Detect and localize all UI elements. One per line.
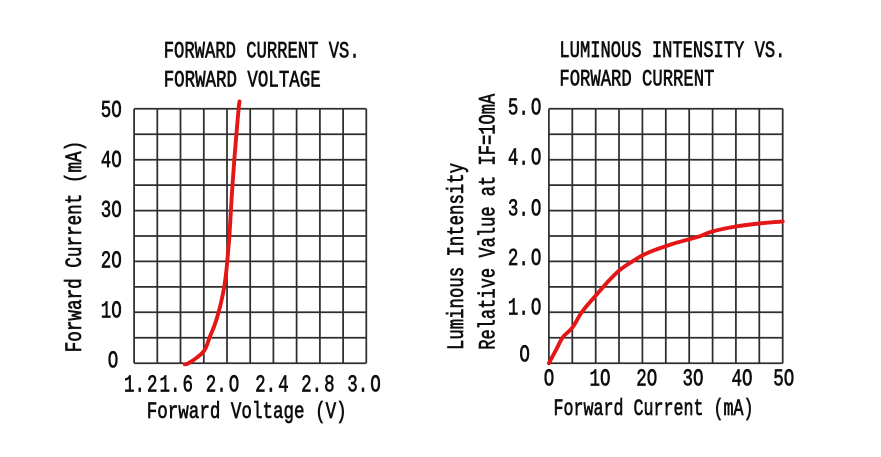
svg-text:6: 6 [183,373,194,400]
svg-text:1O: 1O [101,299,122,326]
svg-text:2.: 2. [301,373,322,400]
svg-text:O: O [531,246,542,273]
svg-text:1.: 1. [508,295,529,322]
svg-text:8: 8 [324,373,335,400]
svg-text:Relative Value at IF=1OmA: Relative Value at IF=1OmA [475,93,502,350]
svg-text:O: O [531,295,542,322]
svg-text:O: O [229,373,240,400]
svg-text:3O: 3O [683,367,704,394]
svg-text:FORWARD VOLTAGE: FORWARD VOLTAGE [164,68,321,95]
svg-text:2O: 2O [101,248,122,275]
svg-text:4.: 4. [508,146,529,173]
svg-text:O: O [544,367,555,394]
svg-text:4: 4 [278,373,289,400]
svg-text:3O: 3O [101,198,122,225]
svg-text:Luminous Intensity: Luminous Intensity [444,163,471,350]
svg-text:O: O [531,95,542,122]
svg-text:LUMINOUS INTENSITY VS.: LUMINOUS INTENSITY VS. [559,38,785,65]
svg-text:2O: 2O [636,367,657,394]
svg-text:O: O [370,373,381,400]
svg-text:5.: 5. [508,95,529,122]
svg-text:2.: 2. [508,246,529,273]
svg-text:4O: 4O [101,148,122,175]
svg-text:FORWARD CURRENT VS.: FORWARD CURRENT VS. [164,39,360,66]
svg-text:1.: 1. [124,373,145,400]
svg-text:5O: 5O [773,367,794,394]
svg-text:2.: 2. [255,373,276,400]
svg-text:O: O [108,349,119,376]
svg-text:Forward Current (mA): Forward Current (mA) [62,141,89,353]
svg-text:1.: 1. [160,373,181,400]
svg-text:O: O [519,343,530,370]
svg-text:3.: 3. [508,197,529,224]
svg-text:Forward Voltage (V): Forward Voltage (V) [147,399,347,426]
svg-text:O: O [531,146,542,173]
svg-text:5O: 5O [101,98,122,125]
svg-text:O: O [531,197,542,224]
svg-text:2: 2 [147,373,158,400]
svg-text:3.: 3. [347,373,368,400]
svg-text:Forward Current (mA): Forward Current (mA) [554,396,754,423]
svg-text:4O: 4O [732,367,753,394]
svg-text:2.: 2. [206,373,227,400]
svg-text:1O: 1O [590,367,611,394]
svg-text:FORWARD CURRENT: FORWARD CURRENT [559,67,714,94]
